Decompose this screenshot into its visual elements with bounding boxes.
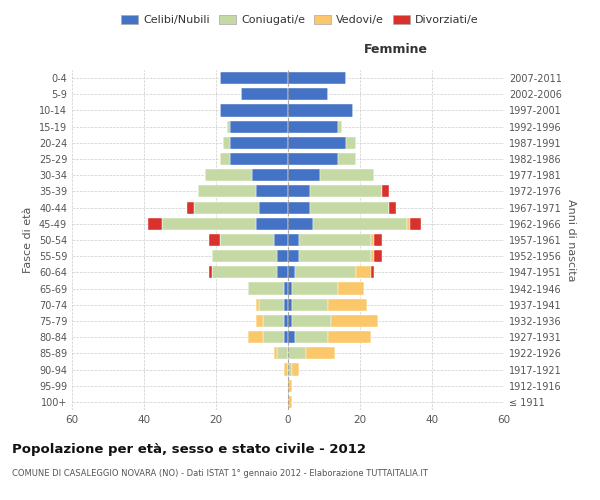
Bar — [209, 266, 212, 278]
Bar — [274, 348, 277, 360]
Bar — [320, 169, 374, 181]
Bar — [331, 315, 378, 327]
Bar — [284, 315, 288, 327]
Bar — [288, 234, 299, 246]
Bar — [288, 186, 310, 198]
Bar — [220, 72, 288, 84]
Bar — [407, 218, 410, 230]
Text: COMUNE DI CASALEGGIO NOVARA (NO) - Dati ISTAT 1° gennaio 2012 - Elaborazione TUT: COMUNE DI CASALEGGIO NOVARA (NO) - Dati … — [12, 469, 428, 478]
Bar — [263, 315, 284, 327]
Bar — [292, 364, 299, 376]
Bar — [284, 298, 288, 311]
Bar — [288, 282, 292, 294]
Bar — [288, 250, 299, 262]
Bar — [162, 218, 256, 230]
Bar — [212, 250, 277, 262]
Bar — [346, 137, 356, 149]
Bar — [288, 298, 292, 311]
Bar — [288, 315, 292, 327]
Bar — [328, 331, 371, 343]
Bar — [259, 298, 284, 311]
Y-axis label: Anni di nascita: Anni di nascita — [566, 198, 575, 281]
Bar — [338, 282, 364, 294]
Bar — [198, 186, 256, 198]
Bar — [256, 186, 288, 198]
Bar — [148, 218, 162, 230]
Bar — [288, 266, 295, 278]
Bar — [248, 282, 284, 294]
Bar — [241, 88, 288, 101]
Bar — [374, 250, 382, 262]
Bar — [288, 137, 346, 149]
Bar — [209, 234, 220, 246]
Bar — [306, 348, 335, 360]
Bar — [299, 250, 371, 262]
Bar — [263, 331, 284, 343]
Bar — [410, 218, 421, 230]
Legend: Celibi/Nubili, Coniugati/e, Vedovi/e, Divorziati/e: Celibi/Nubili, Coniugati/e, Vedovi/e, Di… — [117, 10, 483, 30]
Bar — [288, 88, 328, 101]
Bar — [371, 234, 374, 246]
Bar — [389, 202, 396, 213]
Bar — [288, 153, 338, 165]
Bar — [288, 104, 353, 117]
Bar — [374, 234, 382, 246]
Bar — [288, 169, 320, 181]
Bar — [288, 380, 292, 392]
Y-axis label: Fasce di età: Fasce di età — [23, 207, 33, 273]
Bar — [220, 153, 230, 165]
Bar — [310, 202, 389, 213]
Bar — [284, 364, 288, 376]
Bar — [256, 315, 263, 327]
Bar — [256, 298, 259, 311]
Bar — [356, 266, 371, 278]
Bar — [288, 331, 295, 343]
Bar — [256, 218, 288, 230]
Bar — [292, 282, 338, 294]
Bar — [371, 266, 374, 278]
Bar — [288, 218, 313, 230]
Bar — [230, 120, 288, 132]
Bar — [277, 250, 288, 262]
Bar — [227, 120, 230, 132]
Text: Femmine: Femmine — [364, 44, 428, 57]
Bar — [223, 137, 230, 149]
Bar — [288, 364, 292, 376]
Bar — [274, 234, 288, 246]
Bar — [288, 348, 306, 360]
Bar — [220, 104, 288, 117]
Bar — [277, 348, 288, 360]
Bar — [212, 266, 277, 278]
Bar — [277, 266, 288, 278]
Bar — [284, 331, 288, 343]
Text: Popolazione per età, sesso e stato civile - 2012: Popolazione per età, sesso e stato civil… — [12, 442, 366, 456]
Bar — [288, 396, 292, 408]
Bar — [187, 202, 194, 213]
Bar — [288, 202, 310, 213]
Bar — [288, 120, 338, 132]
Bar — [382, 186, 389, 198]
Bar — [252, 169, 288, 181]
Bar — [248, 331, 263, 343]
Bar — [284, 282, 288, 294]
Bar — [292, 315, 331, 327]
Bar — [310, 186, 382, 198]
Bar — [299, 234, 371, 246]
Bar — [194, 202, 259, 213]
Bar — [230, 137, 288, 149]
Bar — [259, 202, 288, 213]
Bar — [220, 234, 274, 246]
Bar — [328, 298, 367, 311]
Bar — [313, 218, 407, 230]
Bar — [288, 72, 346, 84]
Bar — [338, 153, 356, 165]
Bar — [338, 120, 342, 132]
Bar — [205, 169, 252, 181]
Bar — [371, 250, 374, 262]
Bar — [292, 298, 328, 311]
Bar — [230, 153, 288, 165]
Bar — [295, 331, 328, 343]
Bar — [295, 266, 356, 278]
